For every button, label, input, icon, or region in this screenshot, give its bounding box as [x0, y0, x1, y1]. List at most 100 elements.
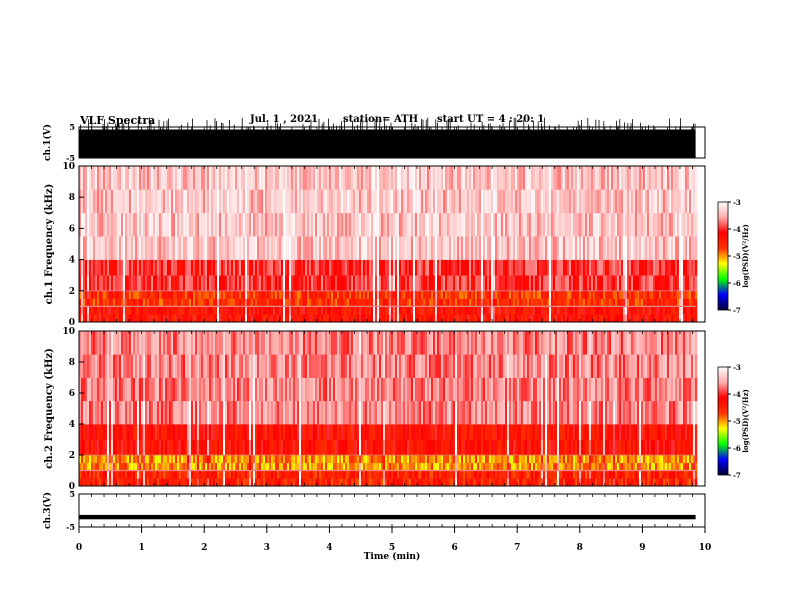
spectrogram-cell — [233, 236, 236, 260]
spectrogram-cell — [591, 314, 594, 323]
spectrogram-cell — [147, 275, 150, 292]
spectrogram-cell — [129, 290, 132, 299]
spectrogram-cell — [361, 290, 364, 299]
spectrogram-cell — [219, 470, 222, 479]
spectrogram-cell — [117, 314, 120, 323]
spectrogram-cell — [255, 331, 258, 355]
spectrogram-cell — [567, 306, 570, 315]
spectrogram-cell — [585, 259, 588, 276]
spectrogram-cell — [587, 259, 590, 276]
spectrogram-cell — [259, 275, 262, 292]
spectrogram-cell — [355, 306, 358, 315]
spectrogram-cell — [89, 462, 92, 471]
spectrogram-cell — [421, 259, 424, 276]
spectrogram-cell — [637, 290, 640, 299]
spectrogram-cell — [283, 166, 286, 190]
spectrogram-cell — [301, 275, 304, 292]
spectrogram-cell — [193, 377, 196, 402]
spectrogram-cell — [309, 236, 312, 260]
spectrogram-cell — [471, 275, 474, 292]
spectrogram-cell — [351, 331, 354, 355]
spectrogram-cell — [481, 259, 484, 276]
spectrogram-cell — [265, 290, 268, 299]
spectrogram-cell — [215, 377, 218, 402]
spectrogram-cell — [393, 470, 396, 479]
spectrogram-cell — [429, 189, 432, 214]
spectrogram-cell — [395, 354, 398, 378]
spectrogram-cell — [341, 290, 344, 299]
spectrogram-cell — [603, 212, 606, 237]
spectrogram-cell — [273, 314, 276, 323]
spectrogram-cell — [333, 298, 336, 307]
spectrogram-cell — [323, 400, 326, 425]
spectrogram-cell — [335, 236, 338, 260]
spectrogram-cell — [397, 236, 400, 260]
spectrogram-cell — [211, 424, 214, 440]
spectrogram-cell — [189, 331, 192, 355]
spectrogram-cell — [319, 189, 322, 214]
spectrogram-cell — [401, 455, 404, 464]
spectrogram-cell — [121, 354, 124, 378]
spectrogram-cell — [271, 424, 274, 440]
spectrogram-cell — [333, 275, 336, 292]
spectrogram-cell — [505, 236, 508, 260]
spectrogram-cell — [275, 314, 278, 323]
spectrogram-cell — [161, 424, 164, 440]
spectrogram-cell — [679, 166, 682, 190]
spectrogram-cell — [403, 478, 406, 487]
spectrogram-cell — [225, 290, 228, 299]
spectrogram-cell — [323, 377, 326, 402]
spectrogram-cell — [585, 189, 588, 214]
spectrogram-cell — [85, 331, 88, 355]
spectrogram-cell — [343, 424, 346, 440]
spectrogram-cell — [231, 189, 234, 214]
spectrogram-cell — [221, 354, 224, 378]
spectrogram-cell — [115, 314, 118, 323]
spectrogram-cell — [117, 298, 120, 307]
spectrogram-cell — [371, 462, 374, 471]
spectrogram-cell — [275, 478, 278, 487]
spectrogram-cell — [589, 166, 592, 190]
spectrogram-cell — [187, 290, 190, 299]
spectrogram-cell — [373, 275, 376, 292]
spectrogram-cell — [609, 314, 612, 323]
spectrogram-cell — [563, 290, 566, 299]
spectrogram-cell — [181, 166, 184, 190]
spectrogram-cell — [177, 275, 180, 292]
spectrogram-cell — [693, 212, 696, 237]
spectrogram-cell — [335, 354, 338, 378]
spectrogram-cell — [79, 314, 82, 323]
spectrogram-cell — [305, 275, 308, 292]
spectrogram-cell — [115, 455, 118, 464]
spectrogram-cell — [85, 236, 88, 260]
spectrogram-cell — [191, 166, 194, 190]
spectrogram-cell — [351, 166, 354, 190]
spectrogram-cell — [143, 331, 146, 355]
spectrogram-cell — [159, 439, 162, 456]
spectrogram-cell — [327, 306, 330, 315]
spectrogram-cell — [351, 212, 354, 237]
spectrogram-cell — [185, 462, 188, 471]
spectrogram-cell — [531, 212, 534, 237]
spectrogram-cell — [621, 275, 624, 292]
spectrogram-cell — [313, 478, 316, 487]
spectrogram-cell — [155, 462, 158, 471]
spectrogram-cell — [217, 354, 220, 378]
spectrogram-cell — [385, 478, 388, 487]
spectrogram-cell — [323, 439, 326, 456]
spectrogram-cell — [315, 166, 318, 190]
spectrogram-cell — [121, 259, 124, 276]
spectrogram-cell — [213, 424, 216, 440]
spectrogram-cell — [329, 377, 332, 402]
spectrogram-cell — [665, 290, 668, 299]
spectrogram-cell — [243, 400, 246, 425]
spectrogram-cell — [235, 189, 238, 214]
spectrogram-cell — [477, 314, 480, 323]
spectrogram-cell — [403, 314, 406, 323]
spectrogram-cell — [405, 377, 408, 402]
spectrogram-cell — [209, 462, 212, 471]
spectrogram-cell — [397, 290, 400, 299]
spectrogram-cell — [179, 189, 182, 214]
spectrogram-cell — [373, 236, 376, 260]
spectrogram-cell — [591, 298, 594, 307]
